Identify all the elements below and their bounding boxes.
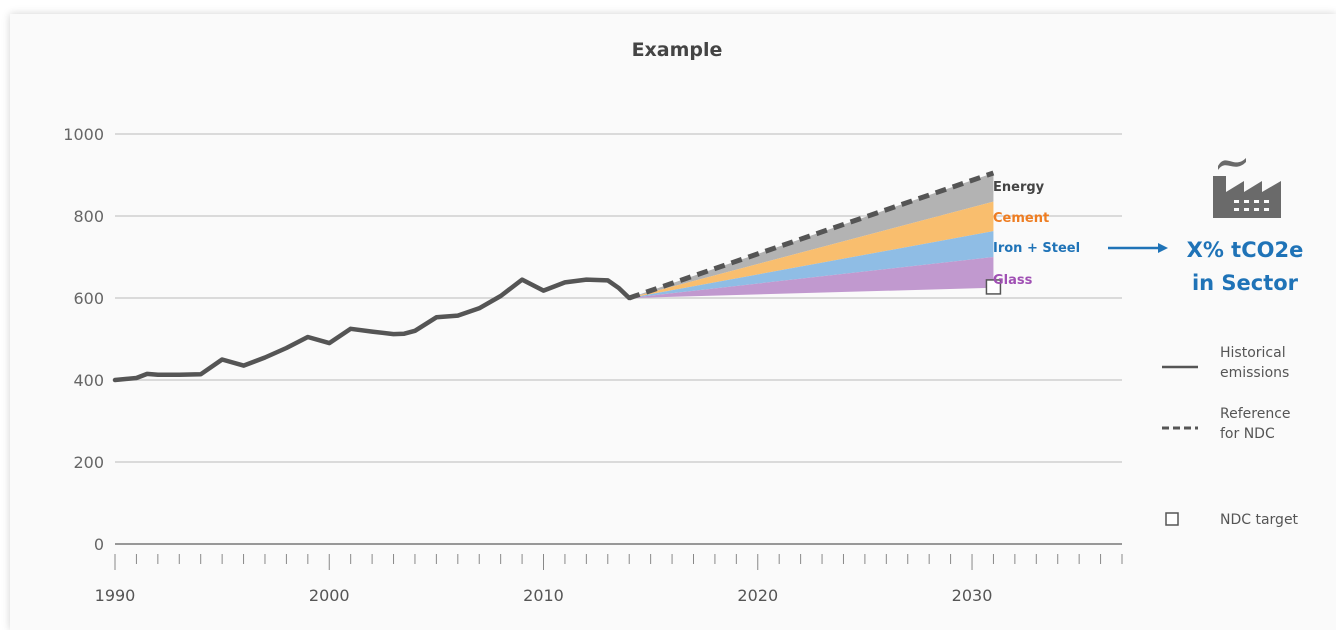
y-tick-label-1000: 1000: [63, 125, 104, 144]
y-tick-label-200: 200: [73, 453, 104, 472]
band-glass: [629, 257, 994, 298]
y-tick-label-800: 800: [73, 207, 104, 226]
band-energy: [629, 172, 994, 298]
sector-label-energy: Energy: [993, 180, 1045, 195]
y-tick-label-600: 600: [73, 289, 104, 308]
legend-historical-line-1: Historical: [1220, 345, 1286, 361]
x-tick-label-1990: 1990: [95, 586, 136, 605]
legend-square-swatch: [1165, 512, 1179, 526]
x-tick-label-2030: 2030: [952, 586, 993, 605]
y-tick-label-400: 400: [73, 371, 104, 390]
factory-icon: [1213, 158, 1281, 218]
callout-line-2: in Sector: [1192, 271, 1299, 295]
historical-emissions-line: [112, 277, 632, 383]
sector-label-cement: Cement: [993, 211, 1049, 226]
x-tick-label-2000: 2000: [309, 586, 350, 605]
band-iron-steel: [629, 231, 994, 298]
sector-labels: Energy Cement Iron + Steel Glass: [993, 180, 1080, 288]
legend-reference-line-1: Reference: [1220, 406, 1291, 422]
sector-label-glass: Glass: [993, 273, 1033, 288]
grid: 0 200 400 600 800 1000: [63, 125, 1122, 554]
x-axis: 1990 2000 2010 2020 2030: [95, 543, 1123, 605]
legend: Historical emissions Reference for NDC N…: [1162, 345, 1299, 528]
reference-ndc-line: [628, 170, 995, 301]
chart-title: Example: [632, 39, 723, 61]
chart-panel: [10, 14, 1336, 630]
legend-reference-line-2: for NDC: [1220, 426, 1275, 442]
sector-label-iron-steel: Iron + Steel: [993, 241, 1080, 256]
callout-line-1: X% tCO2e: [1187, 238, 1304, 262]
sector-bands: [629, 172, 994, 298]
series-lines: [112, 170, 1002, 383]
band-cement: [629, 201, 994, 298]
y-tick-label-0: 0: [94, 535, 104, 554]
callout-arrow-head: [1158, 243, 1168, 253]
ndc-target-marker: [985, 279, 1002, 295]
legend-historical-line-2: emissions: [1220, 365, 1289, 381]
x-tick-label-2010: 2010: [523, 586, 564, 605]
legend-ndc-target: NDC target: [1220, 512, 1299, 528]
x-tick-label-2020: 2020: [737, 586, 778, 605]
